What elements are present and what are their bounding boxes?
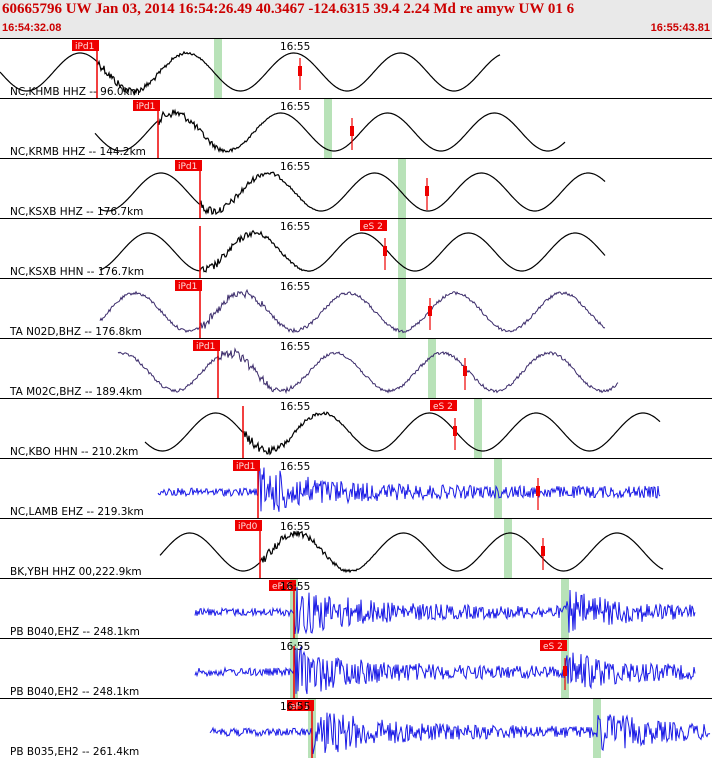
pick-error-box <box>425 186 429 196</box>
trace-row[interactable]: iPd1 16:55 TA M02C,BHZ -- 189.4km <box>0 338 712 399</box>
pick-label: iPd1 <box>196 342 215 352</box>
time-mark: 16:55 <box>280 401 310 413</box>
trace-row[interactable]: eP 116:55 PB B040,EHZ -- 248.1km <box>0 578 712 639</box>
time-mark: 16:55 <box>280 341 310 353</box>
trace-row[interactable]: iPd1 16:55 NC,LAMB EHZ -- 219.3km <box>0 458 712 519</box>
waveform <box>144 411 661 456</box>
channel-label: TA N02D,BHZ -- 176.8km <box>9 326 142 338</box>
channel-label: NC,KRMB HHZ -- 144.2km <box>10 146 146 158</box>
pick-label: eP 1 <box>290 702 310 712</box>
time-window-marker <box>561 579 569 638</box>
channel-label: NC,KHMB HHZ -- 96.0km <box>10 86 140 98</box>
channel-label: PB B035,EH2 -- 261.4km <box>10 746 139 758</box>
seismogram-panel[interactable]: iPd1 16:55 NC,KHMB HHZ -- 96.0km iPd1 16:55 N… <box>0 38 712 758</box>
time-window-marker <box>504 519 512 578</box>
time-mark: 16:55 <box>280 161 310 173</box>
time-window-marker <box>398 279 406 338</box>
time-window-marker <box>494 459 502 518</box>
time-mark: 16:55 <box>280 701 310 713</box>
pick-flag[interactable] <box>233 460 260 471</box>
pick-label: eP 1 <box>272 582 292 592</box>
time-mark: 16:55 <box>280 641 310 653</box>
pick-error-box <box>350 126 354 136</box>
waveform <box>99 229 606 273</box>
trace-row[interactable]: iPd0 16:55 BK,YBH HHZ 00,222.9km <box>0 518 712 579</box>
pick-flag[interactable] <box>175 160 202 171</box>
pick-label: eS 2 <box>363 222 383 232</box>
channel-label: TA M02C,BHZ -- 189.4km <box>9 386 142 398</box>
pick-error-box <box>541 546 545 556</box>
pick-flag[interactable] <box>269 580 296 591</box>
pick-label: iPd1 <box>178 162 197 172</box>
time-window-marker <box>398 159 406 218</box>
waveform <box>99 288 606 334</box>
trace-row[interactable]: eS 2 16:55 NC,KSXB HHN -- 176.7km <box>0 218 712 279</box>
trace-row[interactable]: eS 2 16:55 PB B040,EH2 -- 248.1km <box>0 638 712 699</box>
pick-error-box <box>383 246 387 256</box>
event-title: 60665796 UW Jan 03, 2014 16:54:26.49 40.… <box>2 1 575 17</box>
pick-label: iPd0 <box>238 522 258 532</box>
time-window-marker <box>474 399 482 458</box>
waveform <box>0 50 501 96</box>
pick-label: iPd1 <box>75 42 94 52</box>
trace-row[interactable]: eS 2 16:55 NC,KBO HHN -- 210.2km <box>0 398 712 459</box>
waveform <box>94 108 566 154</box>
channel-label: NC,KSXB HHZ -- 176.7km <box>10 206 143 218</box>
pick-error-box <box>298 66 302 76</box>
channel-label: PB B040,EHZ -- 248.1km <box>10 626 140 638</box>
waveform <box>99 171 606 216</box>
waveform <box>159 530 664 574</box>
trace-row[interactable]: iPd1 16:55 TA N02D,BHZ -- 176.8km <box>0 278 712 339</box>
pick-flag[interactable] <box>430 400 457 411</box>
pick-label: iPd1 <box>136 102 155 112</box>
pick-error-box <box>563 666 567 676</box>
time-window-marker <box>428 339 436 398</box>
pick-error-box <box>536 486 540 496</box>
pick-flag[interactable] <box>540 640 567 651</box>
waveform <box>157 467 661 512</box>
time-window-marker <box>398 219 406 278</box>
time-mark: 16:55 <box>280 461 310 473</box>
time-window-marker <box>324 99 332 158</box>
time-mark: 16:55 <box>280 41 310 53</box>
trace-row[interactable]: eP 116:55 PB B035,EH2 -- 261.4km <box>0 698 712 758</box>
pick-flag[interactable] <box>175 280 202 291</box>
trace-row[interactable]: iPd1 16:55 NC,KHMB HHZ -- 96.0km <box>0 38 712 99</box>
pick-flag[interactable] <box>193 340 220 351</box>
pick-error-box <box>428 306 432 316</box>
pick-label: eS 2 <box>543 642 563 652</box>
time-mark: 16:55 <box>280 101 310 113</box>
window-end-time: 16:55:43.81 <box>650 22 710 34</box>
trace-row[interactable]: iPd1 16:55 NC,KSXB HHZ -- 176.7km <box>0 158 712 219</box>
pick-flag[interactable] <box>287 700 314 711</box>
pick-error-box <box>453 426 457 436</box>
channel-label: NC,LAMB EHZ -- 219.3km <box>10 506 144 518</box>
channel-label: BK,YBH HHZ 00,222.9km <box>10 566 142 578</box>
event-header: 60665796 UW Jan 03, 2014 16:54:26.49 40.… <box>0 0 712 38</box>
pick-label: iPd1 <box>236 462 255 472</box>
waveform <box>194 645 696 695</box>
pick-flag[interactable] <box>360 220 387 231</box>
pick-label: iPd1 <box>178 282 197 292</box>
time-mark: 16:55 <box>280 221 310 233</box>
window-start-time: 16:54:32.08 <box>2 22 62 34</box>
channel-label: NC,KBO HHN -- 210.2km <box>10 446 138 458</box>
pick-error-box <box>463 366 467 376</box>
time-mark: 16:55 <box>280 281 310 293</box>
waveform <box>209 712 711 755</box>
channel-label: NC,KSXB HHN -- 176.7km <box>10 266 144 278</box>
time-window-marker <box>214 39 222 98</box>
time-mark: 16:55 <box>280 581 310 593</box>
pick-flag[interactable] <box>72 40 99 51</box>
trace-row[interactable]: iPd1 16:55 NC,KRMB HHZ -- 144.2km <box>0 98 712 159</box>
pick-flag[interactable] <box>133 100 160 111</box>
time-mark: 16:55 <box>280 521 310 533</box>
pick-flag[interactable] <box>235 520 262 531</box>
pick-label: eS 2 <box>433 402 453 412</box>
channel-label: PB B040,EH2 -- 248.1km <box>10 686 139 698</box>
waveform <box>117 347 619 395</box>
waveform <box>194 587 696 635</box>
